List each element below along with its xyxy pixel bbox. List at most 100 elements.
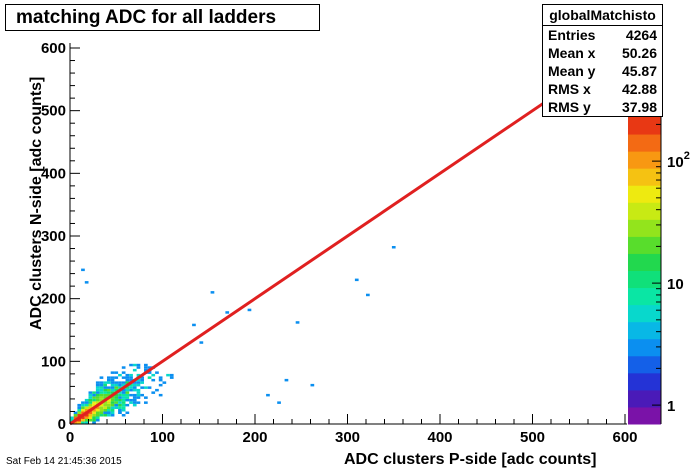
heatmap-cell (70, 419, 74, 422)
heatmap-cell (88, 419, 93, 422)
stats-value: 50.26 (621, 45, 657, 61)
heatmap-cell (95, 419, 100, 422)
heatmap-cell (147, 376, 152, 379)
heatmap-cell (92, 398, 96, 402)
heatmap-cell (277, 401, 281, 404)
heatmap-cell (99, 386, 104, 389)
heatmap-cell (77, 414, 82, 417)
heatmap-cell (107, 381, 111, 384)
heatmap-cell (103, 401, 107, 404)
heatmap-cell (110, 388, 115, 392)
x-axis-label: ADC clusters P-side [adc counts] (344, 451, 597, 468)
heatmap-cell (158, 376, 163, 379)
heatmap-cell (110, 403, 115, 407)
heatmap-cell (147, 386, 152, 389)
heatmap-cell (140, 378, 144, 382)
heatmap-cell (88, 401, 93, 404)
y-tick-label: 300 (41, 228, 66, 245)
heatmap-cell (110, 409, 115, 412)
heatmap-cell (310, 383, 315, 387)
heatmap-cell (107, 403, 111, 407)
heatmap-cell (129, 388, 133, 392)
heatmap-cell (136, 388, 141, 392)
heatmap-cell (132, 401, 137, 404)
color-scale-band (628, 406, 661, 425)
heatmap-cell (99, 406, 104, 409)
heatmap-cell (103, 391, 107, 394)
heatmap-cell (266, 393, 270, 397)
heatmap-cell (103, 403, 107, 407)
heatmap-cell (129, 376, 133, 379)
color-scale-band (628, 253, 661, 271)
heatmap-cell (95, 416, 100, 419)
heatmap-cell (118, 381, 122, 384)
heatmap-cell (95, 409, 100, 412)
color-scale-band (628, 117, 661, 135)
stats-row: RMS y 37.98 (543, 98, 662, 116)
heatmap-cell (114, 386, 119, 389)
color-scale-band (628, 185, 661, 203)
stats-row: RMS x 42.88 (543, 80, 662, 98)
heatmap-cell (110, 378, 115, 382)
heatmap-cell (118, 383, 122, 387)
color-scale: 1 10 102 (628, 117, 690, 425)
heatmap-cell (162, 381, 167, 384)
z-tick-label: 102 (667, 150, 690, 171)
heatmap-cell (121, 403, 126, 407)
heatmap-cell (121, 383, 126, 387)
x-tick-label: 200 (242, 429, 267, 446)
heatmap-cell (147, 366, 152, 369)
stats-value: 45.87 (621, 63, 657, 79)
heatmap-cell (84, 403, 89, 407)
heatmap-cell (99, 403, 104, 407)
heatmap-cell (73, 421, 78, 424)
heatmap-cell (88, 411, 93, 414)
heatmap-cell (118, 386, 122, 389)
stats-label: Entries (548, 27, 596, 43)
heatmap-cell (84, 406, 89, 409)
heatmap-cell (95, 396, 100, 399)
stats-value: 37.98 (621, 99, 657, 115)
x-tick-label: 0 (66, 429, 74, 446)
heatmap-cell (125, 388, 130, 392)
heatmap-cell (110, 401, 115, 404)
heatmap-cell (84, 419, 89, 422)
heatmap-cell (103, 383, 107, 387)
heatmap-cell (77, 419, 82, 422)
stats-row: Mean y 45.87 (543, 62, 662, 80)
heatmap-cell (84, 416, 89, 419)
heatmap-cell (121, 393, 126, 397)
heatmap-cell (366, 293, 370, 297)
heatmap-cell (103, 411, 107, 414)
color-scale-band (628, 168, 661, 186)
heatmap-cell (114, 376, 119, 379)
heatmap-cell (81, 403, 85, 407)
heatmap-cell (391, 246, 396, 249)
heatmap-cell (73, 416, 78, 419)
heatmap-cell (103, 406, 107, 409)
heatmap-cell (114, 388, 119, 392)
heatmap-cell (132, 368, 137, 372)
heatmap-cell (132, 363, 137, 367)
x-tick-label: 500 (520, 429, 545, 446)
heatmap-cell (114, 403, 119, 407)
stats-label: Mean y (548, 63, 596, 79)
heatmap-cell (88, 396, 93, 399)
heatmap-cell (110, 391, 115, 394)
heatmap-cell (284, 378, 289, 382)
heatmap-cell (169, 376, 174, 379)
y-tick-label: 500 (41, 103, 66, 120)
heatmap-cell (84, 401, 89, 404)
heatmap-cell (107, 409, 111, 412)
heatmap-cell (166, 373, 170, 377)
heatmap-cell (140, 376, 144, 379)
heatmap-cell (110, 371, 115, 374)
heatmap-cell (110, 381, 115, 384)
color-scale-band (628, 270, 661, 289)
heatmap-cell (121, 398, 126, 402)
heatmap-cell (107, 378, 111, 382)
stats-box: globalMatchisto Entries 4264 Mean x 50.2… (542, 4, 663, 117)
heatmap-cell (151, 391, 156, 394)
heatmap-cell (88, 391, 93, 394)
x-tick-label: 300 (335, 429, 360, 446)
